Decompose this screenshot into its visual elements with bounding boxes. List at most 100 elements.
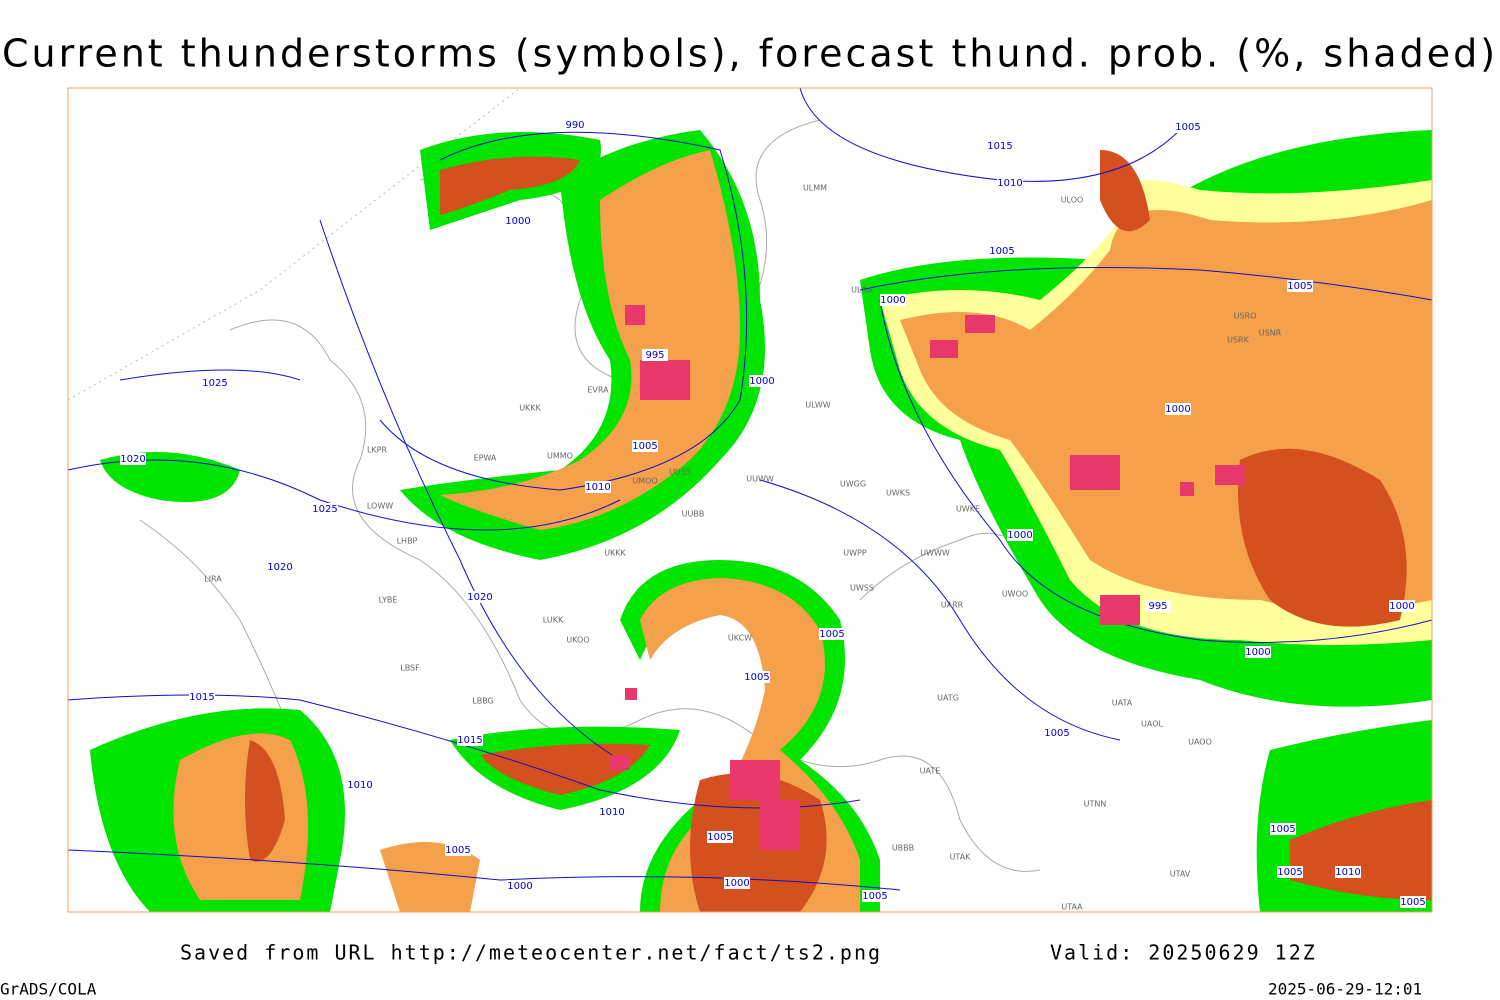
isobar-label: 1020: [120, 454, 145, 465]
station-code: USRO: [1234, 312, 1257, 321]
station-code: LBBG: [472, 697, 494, 706]
station-code: ULMM: [803, 184, 827, 193]
map-border: [67, 87, 1433, 913]
station-code: LIRA: [204, 575, 222, 584]
station-code: UTAA: [1061, 903, 1083, 912]
isobar-label: 1005: [819, 629, 844, 640]
isobar-label-bg: [1245, 646, 1271, 658]
isobar-label: 990: [565, 120, 584, 131]
station-code: UATA: [1112, 699, 1133, 708]
station-code: USRK: [1227, 336, 1249, 345]
station-code: UWWW: [920, 549, 950, 558]
isobar-label: 1005: [862, 891, 887, 902]
isobar-label: 1000: [1007, 530, 1032, 541]
isobar-label-bg: [749, 375, 775, 387]
isobar-label: 1000: [1165, 404, 1190, 415]
station-code: LKPR: [367, 446, 388, 455]
isobar-label: 1025: [312, 504, 337, 515]
station-code: UWGG: [840, 480, 866, 489]
station-code: LBSF: [400, 664, 420, 673]
title: Current thunderstorms (symbols), forecas…: [2, 32, 1498, 76]
map-area: [67, 87, 1433, 913]
isobar-label-bg: [1044, 727, 1070, 739]
station-code: UWSS: [850, 584, 874, 593]
isobar-label: 1005: [1270, 824, 1295, 835]
isobar-label-bg: [267, 561, 293, 573]
isobar-label-bg: [120, 453, 146, 465]
station-code: UBBB: [892, 844, 914, 853]
station-code: UKKK: [519, 404, 541, 413]
isobar-label-bg: [445, 844, 471, 856]
isobar-label-bg: [1175, 121, 1201, 133]
isobar-label-bg: [707, 831, 733, 843]
station-code: LUKK: [543, 616, 564, 625]
isobar-label: 1020: [267, 562, 292, 573]
source-url: Saved from URL http://meteocenter.net/fa…: [180, 941, 882, 965]
isobar-label: 995: [645, 350, 664, 361]
isobar-label: 1010: [347, 780, 372, 791]
isobar-label: 995: [1148, 601, 1167, 612]
isobar-label-bg: [1165, 403, 1191, 415]
station-code: UAOL: [1141, 720, 1163, 729]
isobar-label: 1005: [1044, 728, 1069, 739]
station-code: UWPP: [843, 549, 867, 558]
isobar-label-bg: [585, 481, 611, 493]
isobar-label: 1015: [457, 735, 482, 746]
isobar-label: 1000: [1245, 647, 1270, 658]
isobar-label: 1005: [1287, 281, 1312, 292]
station-labels: ULMM ULOO ULAA USRO USRK USNR EVRA ULWW UKKK UMMO…: [204, 184, 1281, 912]
isobar-label-bg: [599, 806, 625, 818]
isobar-label: 1015: [987, 141, 1012, 152]
station-code: UTAK: [950, 853, 972, 862]
isobar-label-bg: [457, 734, 483, 746]
station-code: ULAA: [851, 286, 873, 295]
storm-symbols: [610, 305, 1245, 850]
isobar-label-bg: [642, 349, 668, 361]
station-code: UTNN: [1084, 800, 1107, 809]
timestamp: 2025-06-29-12:01: [1268, 980, 1422, 999]
isobar-label: 1005: [1175, 122, 1200, 133]
isobar-label-bg: [724, 877, 750, 889]
isobar-label-bg: [1287, 280, 1313, 292]
isobar-label-bg: [1389, 600, 1415, 612]
isobar-label: 1000: [724, 878, 749, 889]
isobar-label-bg: [1400, 896, 1426, 908]
isobar-label: 1010: [599, 807, 624, 818]
station-code: ULWW: [805, 401, 830, 410]
isobar-label-bg: [744, 671, 770, 683]
isobar-label: 1000: [507, 881, 532, 892]
station-code: USNR: [1259, 329, 1282, 338]
isobar-label: 1020: [467, 592, 492, 603]
isobar-label-bg: [1007, 529, 1033, 541]
isobar-label-bg: [1270, 823, 1296, 835]
isobar-label: 1005: [1400, 897, 1425, 908]
station-code: UTAV: [1170, 870, 1191, 879]
station-code: UUBB: [682, 510, 705, 519]
isobar-label-bg: [505, 215, 531, 227]
station-code: UKOO: [566, 636, 589, 645]
isobar-label: 1005: [445, 845, 470, 856]
isobar-label: 1005: [744, 672, 769, 683]
station-code: UAOO: [1188, 738, 1212, 747]
isobar-label-bg: [819, 628, 845, 640]
station-code: UARR: [941, 601, 964, 610]
isobar-label: 1010: [585, 482, 610, 493]
isobar-label: 1005: [632, 441, 657, 452]
station-code: UATG: [937, 694, 959, 703]
isobar-label: 1025: [202, 378, 227, 389]
station-code: UKCW: [728, 634, 752, 643]
station-code: UWKS: [886, 489, 910, 498]
map-edge: [67, 87, 521, 401]
isobar-label: 1010: [1335, 867, 1360, 878]
isobar-label: 1010: [997, 178, 1022, 189]
isobar-label: 1005: [1277, 867, 1302, 878]
isobar-label-bg: [989, 245, 1015, 257]
station-code: LYBE: [379, 596, 398, 605]
isobar-label-bg: [1277, 866, 1303, 878]
isobar-label-bg: [202, 377, 228, 389]
station-code: UUWW: [746, 475, 774, 484]
isobar-label-bg: [862, 890, 888, 902]
software: GrADS/COLA: [0, 980, 97, 999]
isobar-label-bg: [189, 691, 215, 703]
